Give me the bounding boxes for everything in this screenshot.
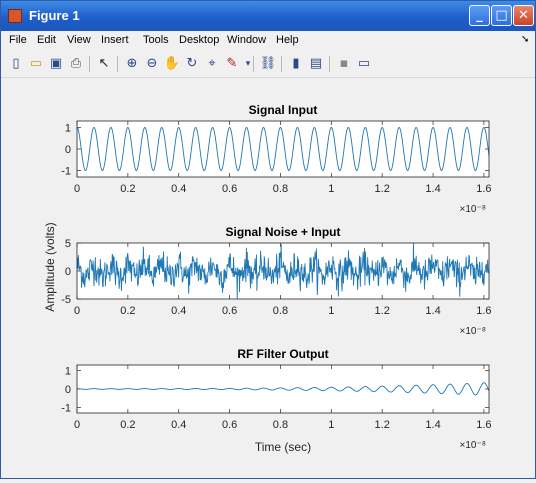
menu-file[interactable]: File xyxy=(9,34,27,46)
x-tick-label: 0.6 xyxy=(222,305,237,317)
hide-plot-tools-icon[interactable]: ▪ xyxy=(339,56,349,71)
rotate-icon[interactable]: ↻ xyxy=(186,56,198,71)
matlab-icon xyxy=(8,9,22,23)
axes-border xyxy=(76,364,490,414)
window-title: Figure 1 xyxy=(29,8,80,23)
axes-background xyxy=(77,121,489,177)
x-tick-label: 1.4 xyxy=(425,419,440,431)
menu-help[interactable]: Help xyxy=(276,34,299,46)
open-file-icon[interactable]: ▭ xyxy=(29,56,43,71)
menu-view[interactable]: View xyxy=(67,34,91,46)
brush-icon[interactable]: ✎ xyxy=(226,56,238,71)
x-tick-label: 1.6 xyxy=(476,419,491,431)
toolbar-separator xyxy=(117,56,118,72)
x-tick-label: 1.2 xyxy=(375,419,390,431)
toolbar-separator xyxy=(89,56,90,72)
x-tick-label: 0.4 xyxy=(171,305,186,317)
toolbar-separator xyxy=(253,56,254,72)
x-tick-label: 1.4 xyxy=(425,305,440,317)
new-figure-icon[interactable]: ▯ xyxy=(12,56,20,71)
save-icon[interactable]: ▣ xyxy=(49,56,63,71)
x-tick-label: 0.2 xyxy=(120,183,135,195)
x-tick-label: 1.6 xyxy=(476,183,491,195)
x-tick-label: 0 xyxy=(74,419,80,431)
x-tick-label: 0.6 xyxy=(222,419,237,431)
x-tick-label: 0 xyxy=(74,305,80,317)
signal-line xyxy=(76,242,490,300)
x-tick-label: 0.8 xyxy=(273,419,288,431)
x-tick-label: 1.2 xyxy=(375,183,390,195)
zoom-out-icon[interactable]: ⊖ xyxy=(146,56,158,71)
maximize-button[interactable]: □ xyxy=(491,5,512,26)
x-tick-label: 1 xyxy=(328,305,334,317)
y-tick-label: -1 xyxy=(61,402,71,414)
axes-border xyxy=(76,120,490,178)
toolbar-separator xyxy=(281,56,282,72)
figure-canvas: Signal Input 0 0.2 0.4 0.6 0.8 1 1.2 1.4 1.6 ×10⁻⁸… xyxy=(1,78,535,478)
figure-toolbar: ▯ ▭ ▣ ⎙ ↖ ⊕ ⊖ ✋ ↻ ⌖ ✎ ▾ ⛓ ▮ ▤ ▪ ▭ xyxy=(1,51,535,78)
y-tick-label: -1 xyxy=(61,166,71,178)
menu-edit[interactable]: Edit xyxy=(37,34,56,46)
menu-dock-arrow-icon[interactable]: ➘ xyxy=(521,34,530,45)
toolbar-separator xyxy=(329,56,330,72)
x-tick-label: 0.4 xyxy=(171,419,186,431)
close-button[interactable]: ✕ xyxy=(513,5,534,26)
x-tick-label: 1 xyxy=(328,419,334,431)
y-tick-label: 1 xyxy=(65,122,71,134)
x-tick-label: 0.6 xyxy=(222,183,237,195)
x-exponent-label: ×10⁻⁸ xyxy=(460,440,486,451)
menu-insert[interactable]: Insert xyxy=(101,34,129,46)
x-tick-label: 1 xyxy=(328,183,334,195)
menu-tools[interactable]: Tools xyxy=(143,34,169,46)
y-tick-label: 0 xyxy=(65,144,71,156)
plots-svg: Signal Input 0 0.2 0.4 0.6 0.8 1 1.2 1.4 1.6 ×10⁻⁸… xyxy=(43,103,492,454)
link-icon[interactable]: ⛓ xyxy=(259,56,277,71)
menu-window[interactable]: Window xyxy=(227,34,267,46)
y-tick-label: 5 xyxy=(65,238,71,250)
colorbar-icon[interactable]: ▮ xyxy=(292,56,300,71)
x-tick-label: 0.2 xyxy=(120,305,135,317)
pointer-icon[interactable]: ↖ xyxy=(98,56,110,71)
y-tick-label: -5 xyxy=(61,294,71,306)
x-tick-label: 1.6 xyxy=(476,305,491,317)
y-tick-label: 0 xyxy=(65,384,71,396)
print-icon[interactable]: ⎙ xyxy=(70,56,82,71)
menu-bar: File Edit View Insert Tools Desktop Wind… xyxy=(1,31,535,51)
show-plot-tools-icon[interactable]: ▭ xyxy=(357,56,371,71)
pan-icon[interactable]: ✋ xyxy=(163,56,181,71)
minimize-button[interactable]: _ xyxy=(469,5,490,26)
data-cursor-icon[interactable]: ⌖ xyxy=(208,56,216,71)
axes-title: RF Filter Output xyxy=(237,347,328,361)
y-tick-label: 0 xyxy=(65,266,71,278)
x-tick-label: 0.2 xyxy=(120,419,135,431)
x-tick-label: 1.4 xyxy=(425,183,440,195)
x-tick-label: 0.8 xyxy=(273,305,288,317)
x-exponent-label: ×10⁻⁸ xyxy=(460,204,486,215)
axes-title: Signal Noise + Input xyxy=(225,225,340,239)
x-axis-label: Time (sec) xyxy=(255,440,311,454)
y-tick-label: 1 xyxy=(65,366,71,378)
menu-desktop[interactable]: Desktop xyxy=(179,34,220,46)
legend-icon[interactable]: ▤ xyxy=(309,56,323,71)
axes-title: Signal Input xyxy=(249,103,318,117)
x-tick-label: 0 xyxy=(74,183,80,195)
x-tick-label: 1.2 xyxy=(375,305,390,317)
x-tick-label: 0.4 xyxy=(171,183,186,195)
signal-line xyxy=(76,126,490,172)
axes-border xyxy=(76,242,490,300)
y-axis-label: Amplitude (volts) xyxy=(43,222,57,311)
x-exponent-label: ×10⁻⁸ xyxy=(460,326,486,337)
zoom-in-icon[interactable]: ⊕ xyxy=(126,56,138,71)
title-bar[interactable]: Figure 1 _ □ ✕ xyxy=(1,1,535,31)
signal-line xyxy=(76,382,490,396)
brush-dropdown-icon[interactable]: ▾ xyxy=(245,59,251,69)
x-tick-label: 0.8 xyxy=(273,183,288,195)
